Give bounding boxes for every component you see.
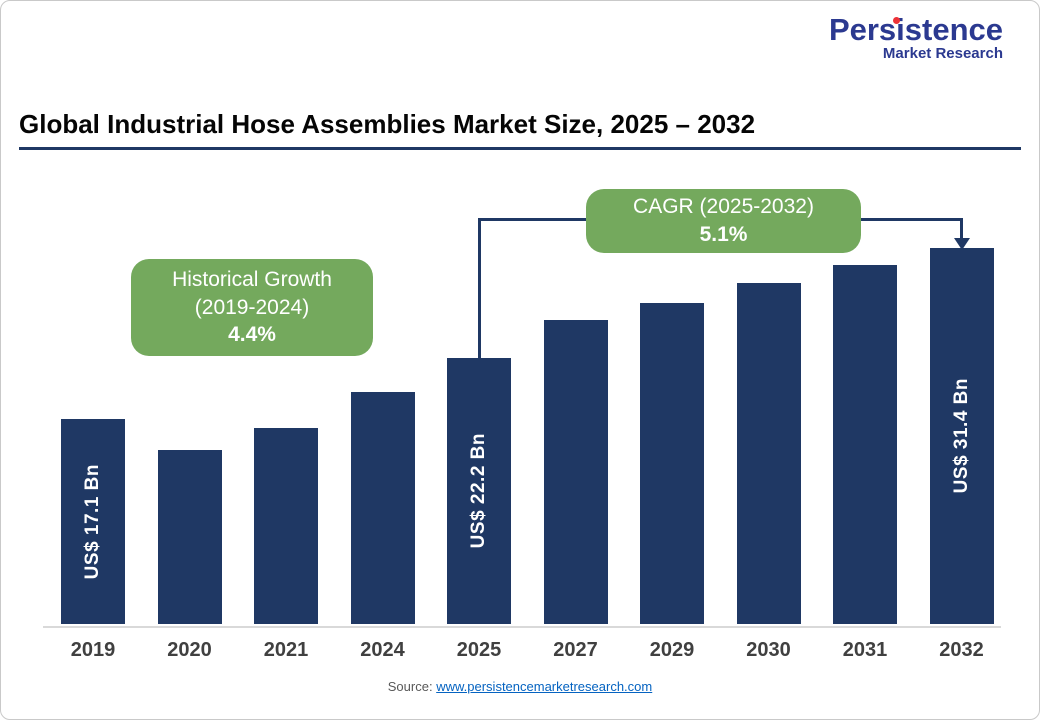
x-axis-label-2025: 2025 [456, 639, 502, 661]
x-axis-baseline [43, 626, 1001, 628]
bar-2032: US$ 31.4 Bn [929, 248, 994, 624]
bar-2029 [640, 303, 704, 624]
bar-2027 [543, 320, 608, 624]
source-label: Source: [387, 679, 433, 694]
pmr-logo: Persistence Market Research [828, 12, 1003, 63]
logo-red-dot-icon [892, 17, 900, 24]
bar-2019: US$ 17.1 Bn [61, 419, 125, 624]
x-axis-label-2019: 2019 [70, 639, 116, 661]
connector-arrow-icon [953, 238, 970, 250]
connector-left-vertical [477, 219, 481, 360]
bar-2025: US$ 22.2 Bn [447, 358, 511, 624]
title-underline [19, 147, 1021, 150]
bar-value-label-2032: US$ 31.4 Bn [950, 378, 972, 494]
bar-2030 [736, 283, 801, 624]
cagr-callout-line1: CAGR (2025-2032) [633, 195, 814, 219]
cagr-callout: CAGR (2025-2032) 5.1% [586, 189, 861, 253]
cagr-callout-value: 5.1% [699, 223, 748, 246]
source-line: Source: www.persistencemarketresearch.co… [1, 679, 1039, 694]
logo-brand-text: Persistence [828, 12, 1003, 47]
historical-callout-line1: Historical Growth [172, 267, 332, 291]
bar-value-label-2025: US$ 22.2 Bn [468, 433, 489, 549]
bar-2020 [157, 450, 222, 624]
x-axis-label-2032: 2032 [939, 639, 984, 661]
bar-2024 [350, 392, 415, 624]
bar-value-label-2019: US$ 17.1 Bn [82, 463, 103, 580]
x-axis-label-2024: 2024 [360, 639, 405, 661]
historical-callout-value: 4.4% [228, 323, 276, 347]
bar-2021 [254, 428, 318, 624]
page-title: Global Industrial Hose Assemblies Market… [19, 109, 756, 139]
x-axis-label-2027: 2027 [553, 639, 598, 661]
historical-callout-line2: (2019-2024) [194, 295, 310, 319]
source-link[interactable]: www.persistencemarketresearch.com [436, 679, 653, 694]
x-axis-label-2021: 2021 [263, 639, 309, 661]
x-axis-label-2030: 2030 [746, 639, 791, 661]
x-axis-label-2031: 2031 [842, 639, 888, 661]
connector-right-vertical [960, 219, 963, 239]
x-axis-label-2020: 2020 [167, 639, 212, 661]
x-axis-label-2029: 2029 [649, 639, 695, 661]
logo-brand-name: Persistence [828, 12, 1003, 47]
logo-subtitle: Market Research [882, 45, 1003, 63]
historical-growth-callout: Historical Growth (2019-2024) 4.4% [131, 259, 373, 356]
bar-2031 [833, 265, 897, 624]
